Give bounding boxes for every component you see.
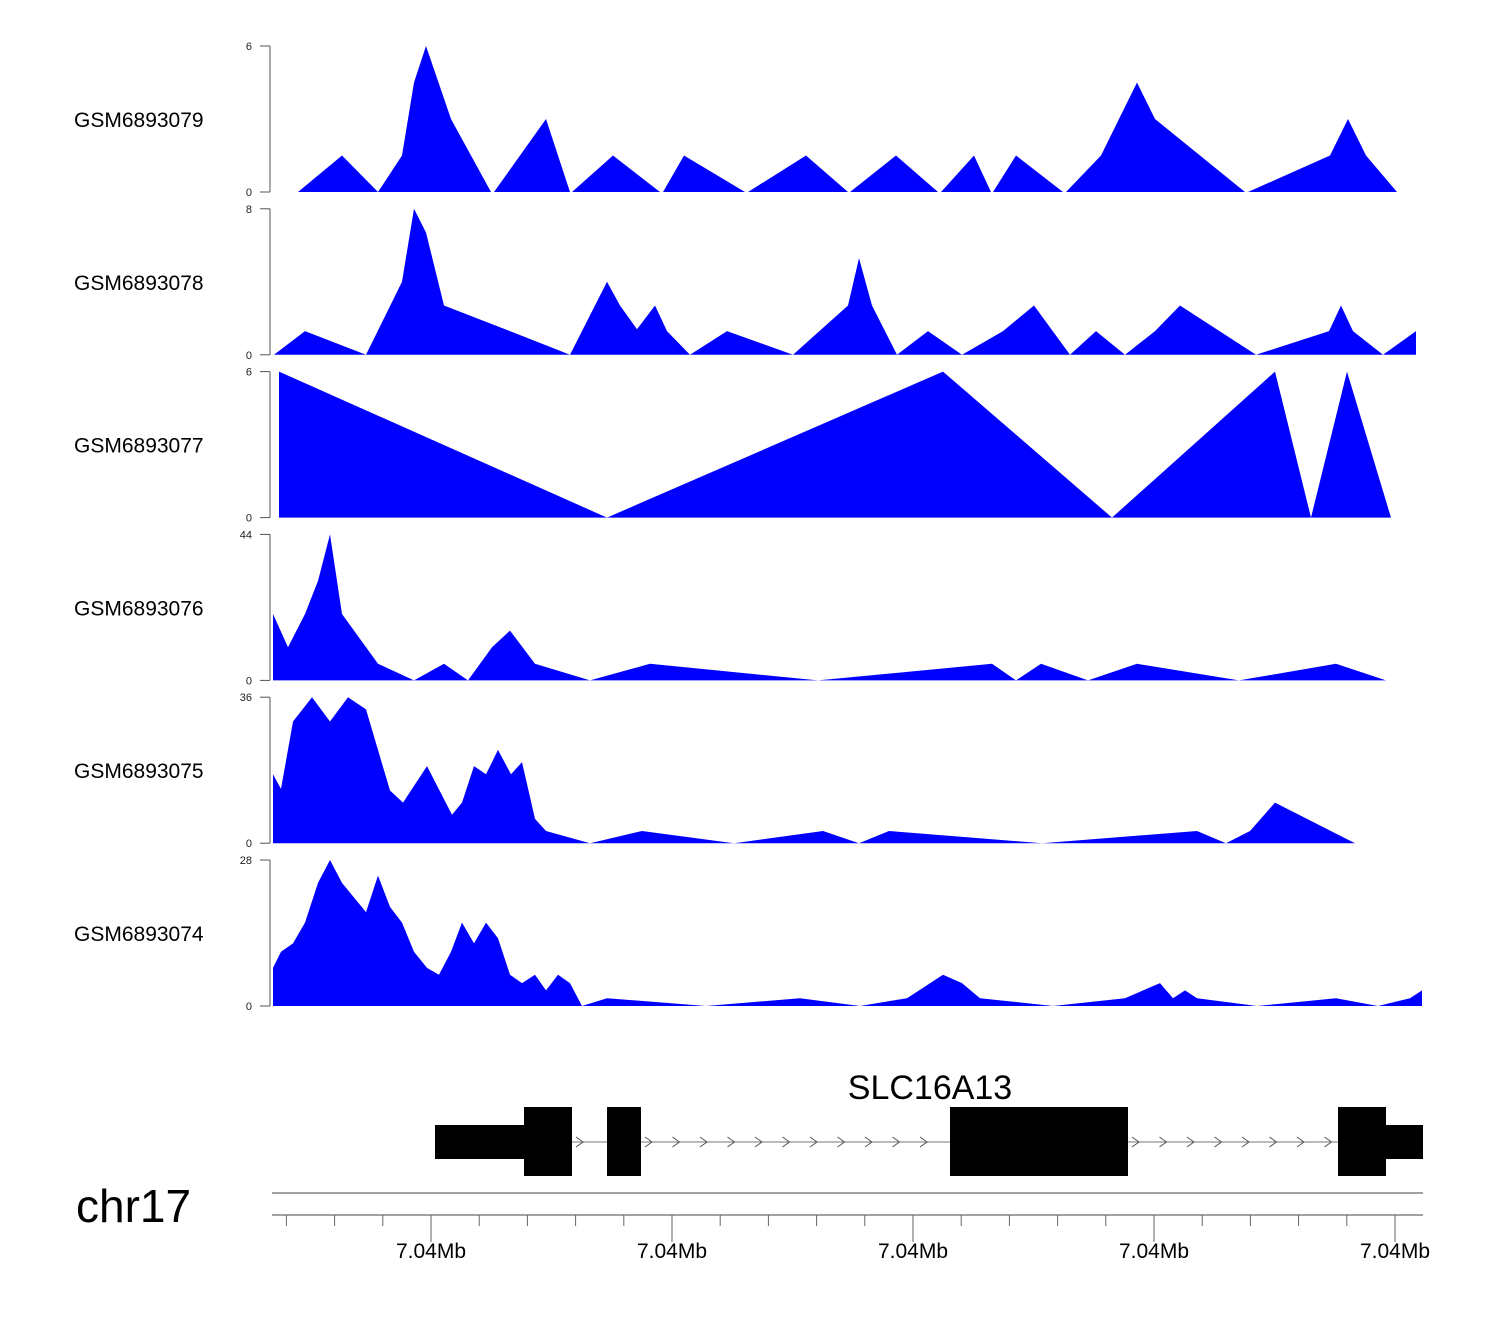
strand-arrow-icon [782,1136,791,1148]
y-tick-label: 0 [246,187,252,199]
track-gsm6893076: GSM6893076 44 0 [74,529,1386,687]
track-label: GSM6893077 [74,435,204,458]
track-gsm6893074: GSM6893074 28 0 [74,855,1422,1013]
coverage-area [298,46,1397,192]
coverage-area [273,860,1422,1006]
track-label: GSM6893074 [74,923,204,946]
strand-arrow-icon [919,1136,928,1148]
x-tick-label: 7.04Mb [1119,1240,1189,1263]
coverage-area [273,697,1355,844]
data-tracks: GSM689307960GSM689307880GSM689307760GSM6… [74,41,1422,1013]
track-gsm6893079: GSM6893079 6 0 [74,41,1397,199]
strand-arrow-icon [754,1136,763,1148]
strand-arrow-icon [1214,1136,1223,1148]
track-label: GSM6893075 [74,760,204,783]
gene-model-track: SLC16A13 [435,1069,1423,1176]
track-gsm6893075: GSM6893075 36 0 [74,692,1355,850]
coverage-area [273,534,1386,681]
track-gsm6893078: GSM6893078 8 0 [74,204,1416,362]
y-tick-label: 0 [246,838,252,850]
genome-axis: chr17 7.04Mb 7.04Mb 7.04Mb 7.04Mb 7.04Mb [76,1180,1430,1263]
track-label: GSM6893076 [74,597,204,620]
chromosome-label: chr17 [76,1180,191,1232]
strand-arrow-icon [1186,1136,1195,1148]
y-tick-label: 6 [246,41,252,53]
strand-arrow-icon [672,1136,681,1148]
strand-arrow-icon [1269,1136,1278,1148]
y-tick-label: 8 [246,204,252,216]
strand-arrow-icon [1159,1136,1168,1148]
track-gsm6893077: GSM6893077 6 0 [74,367,1391,525]
strand-arrow-icon [837,1136,846,1148]
coverage-area [279,371,1391,518]
y-tick-label: 28 [240,855,252,867]
strand-arrow-icon [699,1136,708,1148]
y-tick-label: 6 [246,367,252,379]
utr-block [435,1125,524,1159]
strand-arrow-icon [864,1136,873,1148]
y-tick-label: 0 [246,350,252,362]
strand-arrow-icon [1324,1136,1333,1148]
strand-arrow-icon [1131,1136,1140,1148]
strand-arrow-icon [727,1136,736,1148]
y-tick-label: 36 [240,692,252,704]
strand-arrow-icon [1296,1136,1305,1148]
x-tick-label: 7.04Mb [878,1240,948,1263]
utr-block [1386,1125,1423,1159]
y-tick-label: 44 [240,529,252,541]
y-tick-label: 0 [246,513,252,525]
exon-block [524,1107,572,1176]
strand-arrow-icon [644,1136,653,1148]
strand-arrow-icon [1241,1136,1250,1148]
coverage-area [274,208,1416,355]
strand-arrow-icon [892,1136,901,1148]
strand-arrow-icon [809,1136,818,1148]
strand-arrow-icon [575,1136,584,1148]
exon-block [607,1107,641,1176]
y-tick-label: 0 [246,675,252,687]
x-tick-label: 7.04Mb [1360,1240,1430,1263]
x-tick-label: 7.04Mb [637,1240,707,1263]
exon-block [950,1107,1128,1176]
gene-label: SLC16A13 [848,1069,1012,1107]
track-label: GSM6893078 [74,272,204,295]
track-label: GSM6893079 [74,109,204,132]
x-tick-label: 7.04Mb [396,1240,466,1263]
y-tick-label: 0 [246,1001,252,1013]
exon-block [1338,1107,1386,1176]
